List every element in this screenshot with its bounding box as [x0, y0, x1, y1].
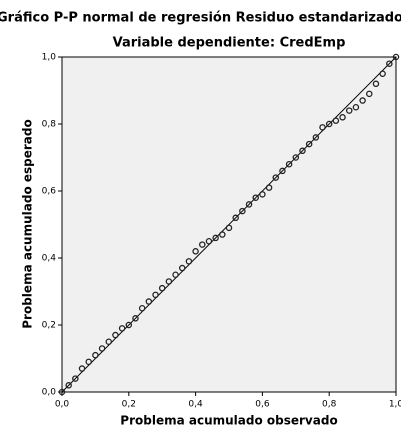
point	[312, 134, 320, 141]
point	[85, 358, 92, 366]
point	[158, 284, 166, 292]
point	[138, 304, 146, 312]
point	[112, 331, 119, 339]
point	[152, 291, 159, 299]
point	[386, 60, 393, 67]
x-tick-label: 0,0	[55, 400, 70, 410]
point	[72, 375, 79, 382]
y-axis-label: Problema acumulado esperado	[21, 119, 35, 328]
point	[332, 117, 340, 124]
point	[345, 107, 353, 114]
y-tick-label: 0,2	[42, 321, 56, 331]
point	[165, 278, 173, 285]
point	[232, 214, 239, 222]
point	[192, 248, 199, 255]
point	[172, 271, 179, 278]
point	[185, 258, 193, 265]
x-axis-label: Problema acumulado observado	[120, 414, 337, 428]
x-tick-label: 0,2	[122, 400, 136, 410]
point	[285, 160, 293, 168]
point	[225, 224, 233, 232]
point	[279, 167, 286, 175]
point	[245, 201, 253, 208]
y-tick-label: 0,6	[42, 187, 57, 197]
point	[212, 234, 219, 242]
point	[319, 124, 326, 131]
point	[305, 140, 313, 148]
point	[252, 194, 259, 201]
point	[58, 388, 66, 396]
y-tick-label: 0,4	[42, 254, 57, 264]
point	[118, 325, 126, 332]
point	[372, 80, 380, 88]
point	[272, 174, 280, 181]
point	[145, 298, 153, 305]
x-tick-label: 0,6	[255, 400, 270, 410]
point	[239, 207, 246, 215]
point	[105, 338, 113, 345]
x-tick-label: 0,4	[188, 400, 203, 410]
point	[366, 90, 373, 98]
x-tick-label: 0,8	[322, 400, 337, 410]
point	[299, 147, 306, 155]
y-tick-label: 1,0	[42, 53, 57, 63]
point	[199, 241, 206, 248]
point	[219, 231, 226, 238]
point	[325, 120, 333, 128]
point	[65, 382, 72, 389]
point	[292, 154, 300, 161]
y-tick-label: 0,8	[42, 120, 57, 130]
y-tick-label: 0,0	[42, 388, 57, 398]
point	[379, 70, 386, 78]
point	[205, 237, 213, 245]
chart-subtitle: Variable dependiente: CredEmp	[113, 36, 346, 51]
point	[178, 264, 186, 272]
x-tick-label: 1,0	[389, 400, 401, 410]
point	[78, 365, 86, 372]
point	[98, 345, 106, 352]
point	[359, 97, 366, 104]
point	[92, 351, 99, 359]
point	[392, 53, 400, 61]
chart-title: Gráfico P-P normal de regresión Residuo …	[0, 11, 401, 26]
point	[265, 184, 273, 191]
point	[125, 321, 133, 329]
point	[352, 104, 360, 111]
point	[339, 114, 346, 121]
point	[259, 191, 266, 198]
point	[132, 315, 139, 322]
